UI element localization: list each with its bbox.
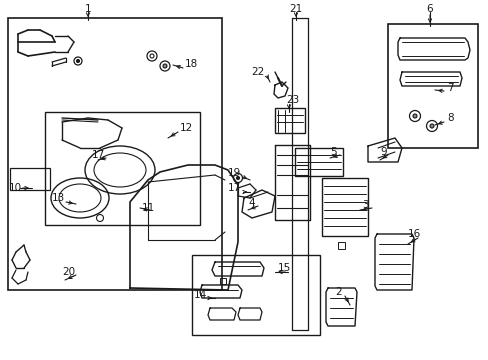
Circle shape: [429, 124, 433, 128]
Text: 15: 15: [278, 263, 291, 273]
Text: 19: 19: [227, 168, 241, 178]
Text: 14: 14: [194, 290, 207, 300]
Text: 20: 20: [62, 267, 75, 277]
Bar: [8, 18, 222, 290]
Text: 23: 23: [285, 95, 299, 105]
Text: 12: 12: [180, 123, 193, 133]
Bar: [294, 148, 342, 176]
Text: 18: 18: [184, 59, 198, 69]
Text: 16: 16: [407, 229, 420, 239]
Bar: [10, 168, 50, 190]
Text: 13: 13: [52, 193, 65, 203]
Text: 21: 21: [289, 4, 302, 14]
Text: 6: 6: [426, 4, 432, 14]
Text: 4: 4: [247, 198, 254, 208]
Circle shape: [76, 59, 80, 63]
Bar: [192, 255, 319, 335]
Circle shape: [163, 64, 167, 68]
Bar: [321, 178, 367, 236]
Text: 1: 1: [84, 4, 91, 14]
Text: 10: 10: [9, 183, 22, 193]
Bar: [220, 278, 225, 284]
Text: 8: 8: [446, 113, 453, 123]
Text: 7: 7: [446, 83, 453, 93]
Circle shape: [236, 176, 239, 180]
Text: 9: 9: [379, 147, 386, 157]
Text: 3: 3: [361, 200, 368, 210]
Bar: [45, 112, 200, 225]
Text: 17: 17: [227, 183, 241, 193]
Circle shape: [412, 114, 416, 118]
Text: 11: 11: [142, 203, 155, 213]
Bar: [387, 24, 477, 148]
Bar: [274, 108, 305, 133]
Bar: [337, 242, 345, 249]
Text: 2: 2: [334, 287, 341, 297]
Text: 22: 22: [250, 67, 264, 77]
Text: 17: 17: [92, 150, 105, 160]
Text: 5: 5: [329, 147, 336, 157]
